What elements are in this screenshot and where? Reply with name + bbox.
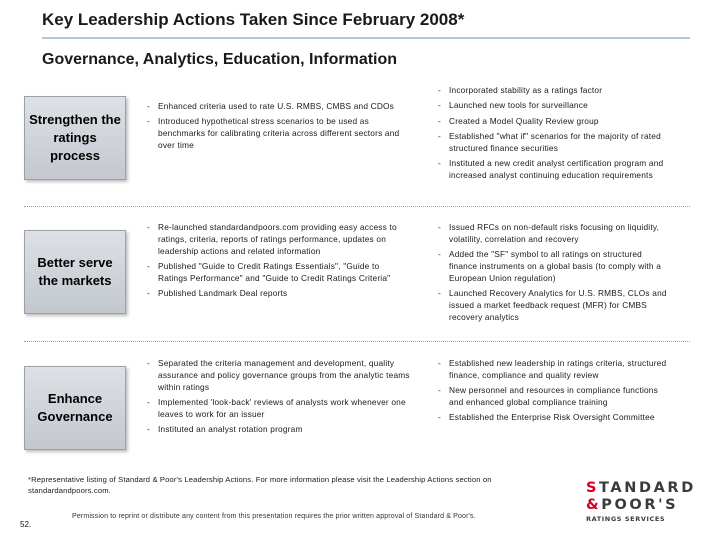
- row-label-markets: Better serve the markets: [24, 230, 126, 314]
- page-subtitle: Governance, Analytics, Education, Inform…: [42, 51, 398, 68]
- title-rule: [42, 37, 690, 39]
- row-divider: [24, 206, 690, 207]
- permission-notice: Permission to reprint or distribute any …: [72, 513, 476, 520]
- list-item: Incorporated stability as a ratings fact…: [437, 85, 669, 97]
- list-item: Established the Enterprise Risk Oversigh…: [437, 412, 669, 424]
- row-label-text: Strengthen the ratings process: [29, 112, 121, 163]
- list-item: Implemented 'look-back' reviews of analy…: [146, 397, 410, 421]
- row2-left-list: Re-launched standardandpoors.com providi…: [146, 222, 410, 303]
- logo-line-standard: STANDARD: [586, 480, 696, 496]
- footnote: *Representative listing of Standard & Po…: [28, 475, 492, 495]
- list-item: Created a Model Quality Review group: [437, 116, 669, 128]
- row-divider: [24, 341, 690, 342]
- list-item: New personnel and resources in complianc…: [437, 385, 669, 409]
- row1-right-list: Incorporated stability as a ratings fact…: [437, 85, 669, 185]
- list-item: Separated the criteria management and de…: [146, 358, 410, 393]
- page-number: 52.: [20, 520, 32, 529]
- list-item: Established "what if" scenarios for the …: [437, 131, 669, 155]
- row2-right-list: Issued RFCs on non-default risks focusin…: [437, 222, 669, 327]
- page-title: Key Leadership Actions Taken Since Febru…: [42, 10, 465, 29]
- list-item: Introduced hypothetical stress scenarios…: [146, 116, 410, 151]
- row-label-text: Enhance Governance: [37, 391, 113, 424]
- sp-logo: STANDARD &POOR'S RATINGS SERVICES: [586, 480, 706, 523]
- row-label-text: Better serve the markets: [37, 255, 113, 288]
- list-item: Instituted a new credit analyst certific…: [437, 158, 669, 182]
- row-label-governance: Enhance Governance: [24, 366, 126, 450]
- list-item: Established new leadership in ratings cr…: [437, 358, 669, 382]
- row3-right-list: Established new leadership in ratings cr…: [437, 358, 669, 427]
- list-item: Enhanced criteria used to rate U.S. RMBS…: [146, 101, 410, 113]
- logo-line-poors: &POOR'S: [586, 497, 679, 513]
- list-item: Instituted an analyst rotation program: [146, 424, 410, 436]
- logo-tagline: RATINGS SERVICES: [586, 515, 666, 523]
- list-item: Published "Guide to Credit Ratings Essen…: [146, 261, 410, 285]
- list-item: Launched Recovery Analytics for U.S. RMB…: [437, 288, 669, 323]
- list-item: Launched new tools for surveillance: [437, 100, 669, 112]
- row-label-strengthen: Strengthen the ratings process: [24, 96, 126, 180]
- row1-left-list: Enhanced criteria used to rate U.S. RMBS…: [146, 101, 410, 155]
- list-item: Published Landmark Deal reports: [146, 288, 410, 300]
- list-item: Added the "SF" symbol to all ratings on …: [437, 249, 669, 284]
- row3-left-list: Separated the criteria management and de…: [146, 358, 410, 439]
- list-item: Issued RFCs on non-default risks focusin…: [437, 222, 669, 246]
- list-item: Re-launched standardandpoors.com providi…: [146, 222, 410, 257]
